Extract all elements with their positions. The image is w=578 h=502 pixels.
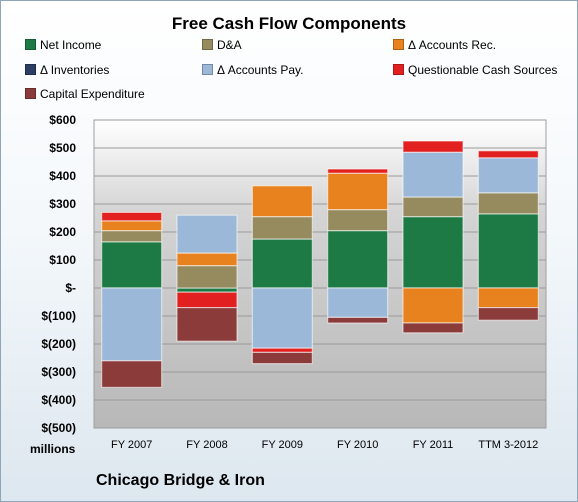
- legend-swatch: [393, 64, 404, 75]
- bar-segment: [251, 216, 313, 240]
- legend-swatch: [202, 64, 213, 75]
- x-tick-label: FY 2009: [262, 439, 303, 451]
- y-tick-label: $(500): [41, 421, 76, 435]
- bar-segment: [251, 185, 313, 218]
- y-tick-label: $400: [49, 169, 76, 183]
- bar-segment: [176, 287, 238, 293]
- bar-segment: [101, 230, 163, 243]
- bar-segment: [327, 209, 389, 232]
- legend-swatch: [393, 39, 404, 50]
- bar-segment: [251, 238, 313, 289]
- bar-segment: [477, 150, 539, 159]
- bar-segment: [327, 168, 389, 174]
- legend-label: Net Income: [40, 38, 102, 52]
- legend-item: Δ Inventories: [25, 63, 109, 77]
- bar-segment: [477, 213, 539, 289]
- bar-segment: [477, 307, 539, 321]
- y-tick-label: $600: [49, 113, 76, 127]
- legend-item: Questionable Cash Sources: [393, 63, 557, 77]
- bar-segment: [477, 157, 539, 194]
- bar-segment: [402, 196, 464, 218]
- legend-item: D&A: [202, 38, 242, 52]
- bar-segment: [402, 216, 464, 289]
- x-tick-label: TTM 3-2012: [478, 439, 538, 451]
- bar-segment: [176, 307, 238, 342]
- bar-segment: [101, 360, 163, 388]
- legend-label: Δ Inventories: [40, 63, 110, 77]
- bar-segment: [251, 347, 313, 354]
- legend-item: Capital Expenditure: [25, 87, 145, 101]
- y-tick-label: $(400): [41, 393, 76, 407]
- y-axis-units: millions: [30, 442, 76, 456]
- plot-area: [93, 119, 547, 429]
- legend-item: Δ Accounts Rec.: [393, 38, 496, 52]
- legend-label: D&A: [217, 38, 242, 52]
- bar-segment: [477, 192, 539, 215]
- y-tick-label: $300: [49, 197, 76, 211]
- legend-swatch: [25, 39, 36, 50]
- bar-segment: [176, 291, 238, 309]
- y-tick-label: $(300): [41, 365, 76, 379]
- y-tick-label: $200: [49, 225, 76, 239]
- y-tick-label: $(100): [41, 309, 76, 323]
- x-tick-label: FY 2011: [413, 439, 454, 451]
- bar-segment: [101, 211, 163, 222]
- x-tick-label: FY 2010: [337, 439, 378, 451]
- legend-item: Δ Accounts Pay.: [202, 63, 304, 77]
- bar-segment: [477, 287, 539, 309]
- bar-segment: [101, 287, 163, 362]
- legend-label: Questionable Cash Sources: [408, 63, 558, 77]
- bar-segment: [327, 287, 389, 318]
- y-tick-label: $(200): [41, 337, 76, 351]
- chart-title: Free Cash Flow Components: [171, 14, 407, 33]
- bar-segment: [176, 252, 238, 267]
- y-tick-label: $-: [65, 281, 76, 295]
- bar-segment: [327, 172, 389, 211]
- y-tick-label: $500: [49, 141, 76, 155]
- legend-swatch: [202, 39, 213, 50]
- bar-segment: [101, 241, 163, 289]
- legend-swatch: [25, 88, 36, 99]
- legend-label: Δ Accounts Pay.: [217, 63, 304, 77]
- bar-segment: [327, 230, 389, 289]
- x-tick-label: FY 2007: [111, 439, 152, 451]
- bar-segment: [402, 322, 464, 334]
- bar-segment: [176, 214, 238, 254]
- bar-segment: [402, 287, 464, 324]
- bar-segment: [251, 287, 313, 349]
- y-tick-label: $100: [49, 253, 76, 267]
- bar-segment: [101, 220, 163, 232]
- legend-label: Δ Accounts Rec.: [408, 38, 497, 52]
- bar-segment: [402, 140, 464, 153]
- bar-segment: [251, 351, 313, 365]
- bar-segment: [176, 265, 238, 289]
- legend-label: Capital Expenditure: [40, 87, 145, 101]
- bar-segment: [327, 316, 389, 324]
- legend-swatch: [25, 64, 36, 75]
- bar-segment: [402, 151, 464, 198]
- company-name: Chicago Bridge & Iron: [96, 472, 265, 489]
- legend-item: Net Income: [25, 38, 101, 52]
- x-tick-label: FY 2008: [186, 439, 227, 451]
